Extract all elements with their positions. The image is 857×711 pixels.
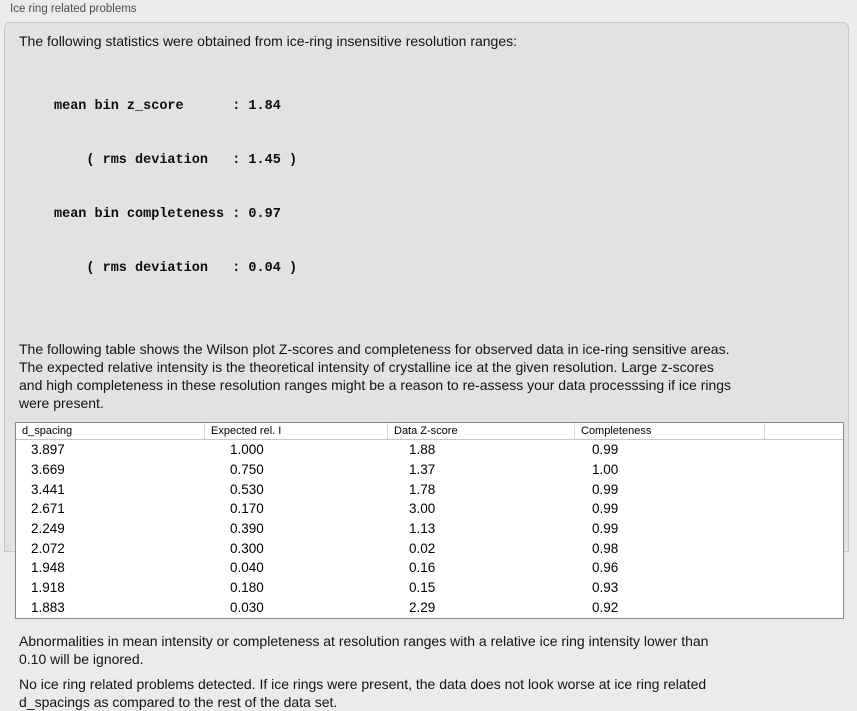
cell-expected-rel-i: 0.030 [230, 599, 264, 615]
cell-expected-rel-i: 0.180 [230, 580, 264, 596]
cell-d-spacing: 1.883 [31, 599, 65, 615]
cell-expected-rel-i: 1.000 [230, 442, 264, 458]
cell-data-z-score: 2.29 [409, 599, 436, 615]
stat-line-z-rms-deviation: ( rms deviation : 1.45 ) [54, 153, 298, 168]
cell-data-z-score: 1.88 [409, 442, 436, 458]
cell-data-z-score: 0.16 [409, 560, 436, 576]
description-text: The following table shows the Wilson plo… [19, 341, 732, 411]
ignore-note-text: Abnormalities in mean intensity or compl… [19, 633, 709, 667]
table-row[interactable]: 3.441 0.530 1.78 0.99 [16, 479, 843, 499]
cell-completeness: 0.99 [592, 481, 619, 497]
cell-data-z-score: 3.00 [409, 501, 436, 517]
table-row[interactable]: 1.948 0.040 0.16 0.96 [16, 558, 843, 578]
cell-data-z-score: 1.13 [409, 521, 436, 537]
intro-text: The following statistics were obtained f… [19, 33, 518, 49]
cell-completeness: 0.99 [592, 501, 619, 517]
cell-data-z-score: 1.78 [409, 481, 436, 497]
cell-d-spacing: 2.072 [31, 540, 65, 556]
cell-completeness: 0.99 [592, 442, 619, 458]
cell-expected-rel-i: 0.530 [230, 481, 264, 497]
table-row[interactable]: 1.918 0.180 0.15 0.93 [16, 578, 843, 598]
cell-data-z-score: 0.15 [409, 580, 436, 596]
ice-ring-table[interactable]: d_spacing Expected rel. I Data Z-score C… [15, 422, 844, 619]
table-header-row: d_spacing Expected rel. I Data Z-score C… [16, 423, 843, 440]
table-row[interactable]: 3.669 0.750 1.37 1.00 [16, 460, 843, 480]
conclusion-text: No ice ring related problems detected. I… [19, 676, 707, 710]
cell-data-z-score: 0.02 [409, 540, 436, 556]
cell-completeness: 0.93 [592, 580, 619, 596]
stats-block: mean bin z_score : 1.84 ( rms deviation … [54, 62, 840, 314]
table-row[interactable]: 2.671 0.170 3.00 0.99 [16, 499, 843, 519]
cell-completeness: 0.96 [592, 560, 619, 576]
cell-expected-rel-i: 0.390 [230, 521, 264, 537]
stat-line-mean-z-score: mean bin z_score : 1.84 [54, 99, 281, 114]
table-body: 3.897 1.000 1.88 0.99 3.669 0.750 1.37 1… [16, 440, 843, 617]
cell-completeness: 0.98 [592, 540, 619, 556]
table-row[interactable]: 3.897 1.000 1.88 0.99 [16, 440, 843, 460]
table-row[interactable]: 1.883 0.030 2.29 0.92 [16, 598, 843, 618]
column-header-data-z-score[interactable]: Data Z-score [388, 423, 575, 439]
cell-expected-rel-i: 0.040 [230, 560, 264, 576]
cell-d-spacing: 1.948 [31, 560, 65, 576]
cell-d-spacing: 1.918 [31, 580, 65, 596]
cell-expected-rel-i: 0.750 [230, 462, 264, 478]
column-header-expected-rel-i[interactable]: Expected rel. I [205, 423, 388, 439]
cell-completeness: 0.92 [592, 599, 619, 615]
cell-d-spacing: 3.897 [31, 442, 65, 458]
cell-expected-rel-i: 0.170 [230, 501, 264, 517]
cell-data-z-score: 1.37 [409, 462, 436, 478]
stat-line-mean-completeness: mean bin completeness : 0.97 [54, 207, 281, 222]
table-row[interactable]: 2.072 0.300 0.02 0.98 [16, 538, 843, 558]
cell-d-spacing: 3.669 [31, 462, 65, 478]
cell-completeness: 1.00 [592, 462, 619, 478]
cell-expected-rel-i: 0.300 [230, 540, 264, 556]
cell-d-spacing: 2.671 [31, 501, 65, 517]
ice-ring-report-panel: The following statistics were obtained f… [4, 22, 849, 710]
cell-d-spacing: 3.441 [31, 481, 65, 497]
stat-line-completeness-rms-deviation: ( rms deviation : 0.04 ) [54, 261, 298, 276]
cell-d-spacing: 2.249 [31, 521, 65, 537]
column-header-d-spacing[interactable]: d_spacing [16, 423, 205, 439]
page-title: Ice ring related problems [10, 3, 137, 15]
column-header-completeness[interactable]: Completeness [575, 423, 765, 439]
column-header-empty [765, 423, 843, 439]
table-row[interactable]: 2.249 0.390 1.13 0.99 [16, 519, 843, 539]
cell-completeness: 0.99 [592, 521, 619, 537]
